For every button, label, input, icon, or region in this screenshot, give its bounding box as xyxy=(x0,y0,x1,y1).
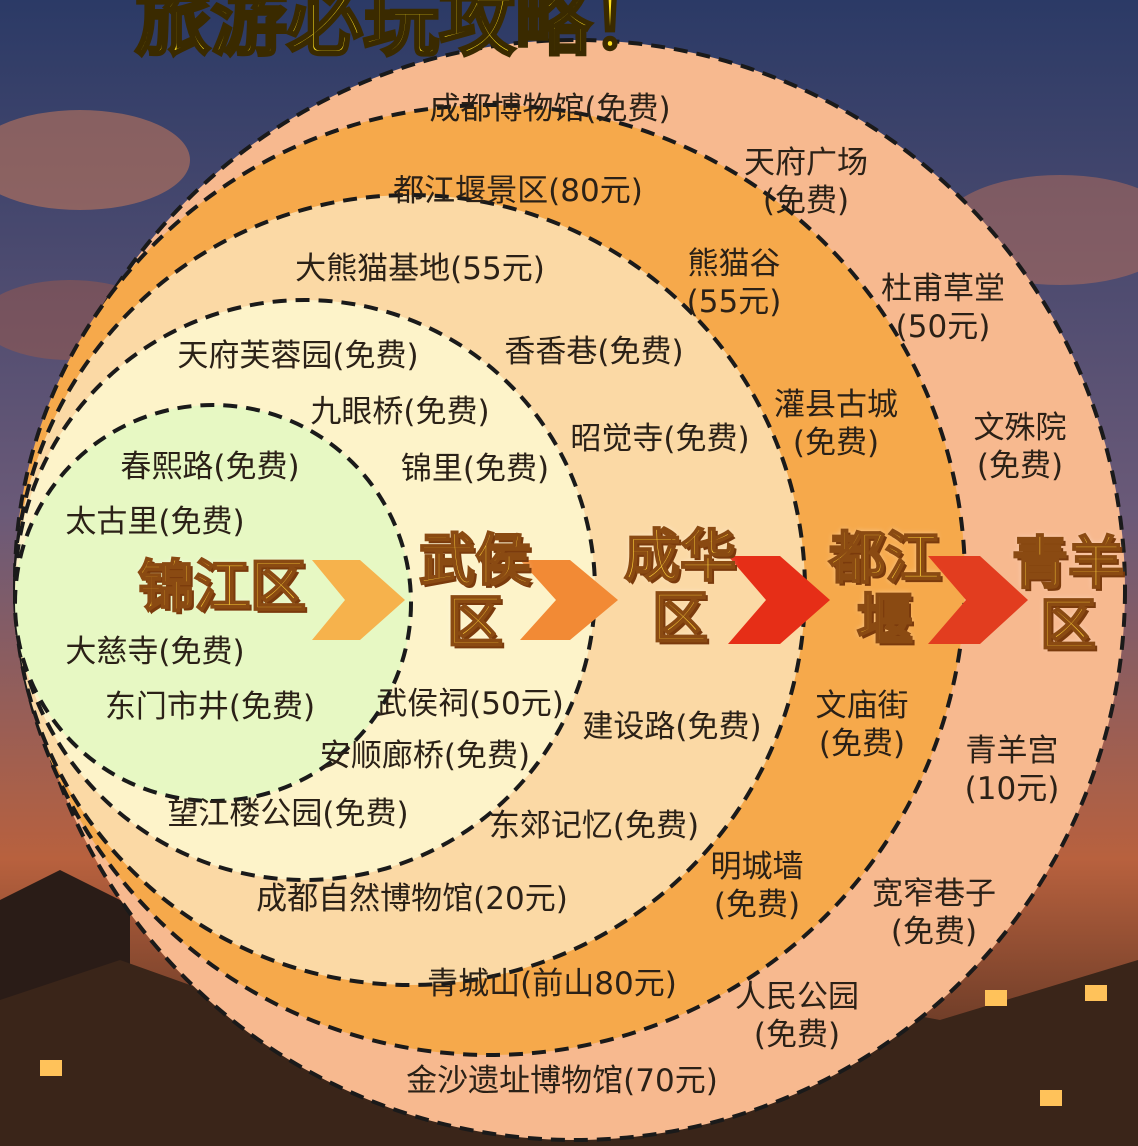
spot-qingcheng-mountain: 青城山(前山80元) xyxy=(427,966,677,1003)
spot-jianshe-road: 建设路(免费) xyxy=(582,709,762,746)
spot-chengdu-museum: 成都博物馆(免费) xyxy=(429,91,671,128)
arrow-icon xyxy=(520,560,618,640)
spot-daci-temple: 大慈寺(免费) xyxy=(65,634,245,671)
spot-du-fu-cottage: 杜甫草堂 (50元) xyxy=(881,271,1005,345)
spot-dongmen-market: 东门市井(免费) xyxy=(104,689,316,726)
spot-dujiangyan-scenic: 都江堰景区(80元) xyxy=(393,173,643,210)
arrow-icon xyxy=(728,556,830,644)
spot-tianfu-square: 天府广场 (免费) xyxy=(744,145,868,219)
spot-dongjiao-memory: 东郊记忆(免费) xyxy=(488,808,700,845)
page-title: 旅游必玩攻略！ xyxy=(134,0,669,68)
window-light xyxy=(1085,985,1107,1001)
spot-natural-history-museum: 成都自然博物馆(20元) xyxy=(256,881,568,918)
window-light xyxy=(985,990,1007,1006)
spot-guanxian-ancient-town: 灌县古城 (免费) xyxy=(774,387,898,461)
spot-jinsha-museum: 金沙遗址博物馆(70元) xyxy=(406,1063,718,1100)
spot-panda-base: 大熊猫基地(55元) xyxy=(295,251,545,288)
spot-anshun-bridge: 安顺廊桥(免费) xyxy=(319,738,531,775)
window-light xyxy=(40,1060,62,1076)
spot-panda-valley: 熊猫谷 (55元) xyxy=(686,246,782,320)
spot-qingyang-palace: 青羊宫 (10元) xyxy=(964,733,1060,807)
spot-tianfu-furong-garden: 天府芙蓉园(免费) xyxy=(177,338,419,375)
cloud xyxy=(0,110,190,210)
spot-wenshu-monastery: 文殊院 (免费) xyxy=(973,410,1067,484)
spot-xiangxiang-lane: 香香巷(免费) xyxy=(504,334,684,371)
spot-wangjiang-tower-park: 望江楼公园(免费) xyxy=(167,796,409,833)
district-jinjiang: 锦江区 xyxy=(137,555,307,621)
district-qingyang: 青羊区 xyxy=(1011,531,1125,658)
arrow-icon xyxy=(312,560,405,640)
spot-jiuyan-bridge: 九眼桥(免费) xyxy=(310,394,490,431)
arrow-icon xyxy=(928,556,1028,644)
district-chenghua: 成华区 xyxy=(623,524,737,651)
district-wuhou: 武侯区 xyxy=(418,528,532,655)
spot-jinli: 锦里(免费) xyxy=(400,451,550,488)
spot-ming-city-wall: 明城墙 (免费) xyxy=(710,849,804,923)
spot-chunxi-road: 春熙路(免费) xyxy=(120,449,300,486)
district-dujiangyan: 都江堰 xyxy=(828,526,942,653)
spot-taikoo-li: 太古里(免费) xyxy=(65,504,245,541)
spot-wuhou-shrine: 武侯祠(50元) xyxy=(376,686,564,723)
spot-peoples-park: 人民公园 (免费) xyxy=(735,979,859,1053)
ring-jinjiang xyxy=(13,403,413,803)
spot-kuanzhai-alley: 宽窄巷子 (免费) xyxy=(872,876,996,950)
spot-wenmiao-street: 文庙街 (免费) xyxy=(815,688,909,762)
spot-zhaojue-temple: 昭觉寺(免费) xyxy=(570,421,750,458)
window-light xyxy=(1040,1090,1062,1106)
